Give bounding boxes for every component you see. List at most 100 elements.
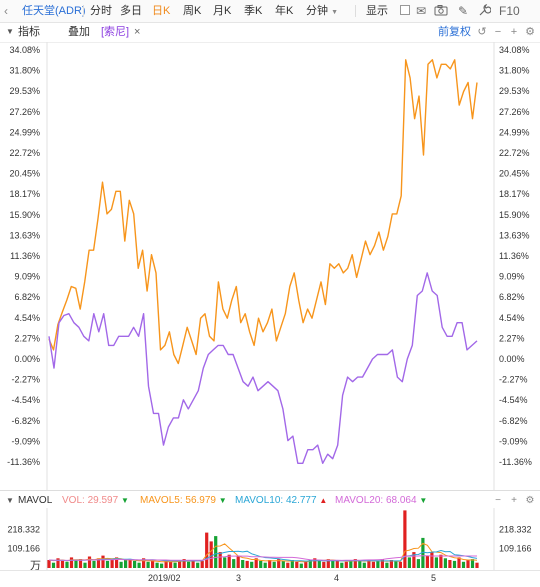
volume-bar xyxy=(272,561,276,568)
volume-bar xyxy=(470,559,475,568)
arrow-up-icon: ▲ xyxy=(319,496,328,505)
stock-title[interactable]: 任天堂(ADR) xyxy=(22,5,86,17)
x-tick-label: 3 xyxy=(236,573,242,583)
series-line-nintendo xyxy=(48,59,478,365)
volume-bar xyxy=(196,562,200,568)
y-tick-label: 20.45% xyxy=(499,169,530,179)
arrow-down-icon: ▼ xyxy=(419,496,428,505)
volume-bar xyxy=(78,559,83,568)
volume-bar xyxy=(304,560,308,568)
y-tick-label: 18.17% xyxy=(499,189,530,199)
y-axis-right: 34.08% 31.80% 29.53% 27.26% 24.99% 22.72% 20.4… xyxy=(499,45,532,467)
chevron-left-icon[interactable]: ‹ xyxy=(4,4,8,18)
remove-overlay-button[interactable]: × xyxy=(134,26,141,38)
volume-bar xyxy=(119,561,123,568)
volume-bar xyxy=(65,561,69,568)
wrench-icon[interactable] xyxy=(477,3,492,19)
y-tick-label: 13.63% xyxy=(9,230,40,240)
volume-bar xyxy=(142,558,146,568)
y-tick-label: 29.53% xyxy=(9,86,40,96)
volume-bar xyxy=(160,563,164,568)
y-tick-label: 11.36% xyxy=(10,251,40,261)
y-tick-label: -4.54% xyxy=(11,395,40,405)
volume-bar xyxy=(205,532,209,568)
caret-down-icon[interactable]: ▼ xyxy=(6,27,14,36)
volume-indicator-name[interactable]: MAVOL xyxy=(18,495,53,506)
overlay-button[interactable]: 叠加 xyxy=(68,26,90,38)
volume-bar xyxy=(169,561,173,568)
volume-bar xyxy=(182,559,186,568)
caret-down-icon[interactable]: ▼ xyxy=(6,496,14,505)
mavol10-value: MAVOL10: 42.777 ▲ xyxy=(235,495,328,506)
volume-y-tick-label: 109.166 xyxy=(499,544,532,554)
tab-quarterly-k[interactable]: 季K xyxy=(244,5,263,17)
tab-weekly-k[interactable]: 周K xyxy=(183,5,202,17)
tab-multi-day[interactable]: 多日 xyxy=(120,5,142,17)
volume-bar xyxy=(263,562,267,568)
indicator-button[interactable]: 指标 xyxy=(18,26,40,38)
y-tick-label: 27.26% xyxy=(9,107,40,117)
overlay-tag-sony[interactable]: [索尼] xyxy=(101,26,130,38)
plus-icon[interactable]: + xyxy=(510,26,518,38)
volume-y-axis: 218.332 218.332 109.166 109.166 xyxy=(7,524,531,553)
volume-bar xyxy=(416,559,420,568)
volume-bar xyxy=(295,561,299,568)
volume-bar xyxy=(87,556,92,568)
tab-monthly-k[interactable]: 月K xyxy=(213,5,232,17)
volume-bar xyxy=(434,557,438,568)
volume-bar xyxy=(308,560,312,568)
pencil-icon[interactable]: ✎ xyxy=(457,4,469,18)
y-tick-label: -9.09% xyxy=(11,436,40,446)
volume-bar xyxy=(461,561,466,568)
volume-bar xyxy=(200,560,204,568)
volume-bar xyxy=(353,559,357,568)
price-comparison-chart[interactable]: 34.08% 31.80% 29.53% 27.26% 24.99% 22.72% 20.4… xyxy=(0,42,540,490)
volume-bar xyxy=(60,560,65,568)
series-line-sony xyxy=(48,272,478,464)
volume-bar xyxy=(47,560,51,568)
volume-bar xyxy=(466,560,470,568)
y-tick-label: 22.72% xyxy=(9,148,40,158)
minus-icon[interactable]: − xyxy=(494,26,502,38)
y-tick-label: 24.99% xyxy=(9,127,40,137)
volume-bar xyxy=(218,552,222,568)
display-checkbox[interactable] xyxy=(400,5,410,15)
volume-bar xyxy=(430,552,434,568)
y-tick-label: 11.36% xyxy=(499,251,529,261)
volume-y-tick-label: 218.332 xyxy=(7,524,40,534)
volume-bar xyxy=(326,559,330,568)
volume-bar xyxy=(83,562,87,568)
volume-bars xyxy=(47,510,479,568)
volume-bar xyxy=(407,557,411,568)
y-tick-label: -2.27% xyxy=(11,375,40,385)
volume-legend-bar: ▼ MAVOL VOL: 29.597 ▼ MAVOL5: 56.979 ▼ M… xyxy=(0,490,540,509)
tab-intraday[interactable]: 分时 xyxy=(90,5,112,17)
tab-yearly-k[interactable]: 年K xyxy=(275,5,294,17)
y-tick-label: 9.09% xyxy=(499,272,525,282)
volume-chart[interactable]: 218.332 218.332 109.166 109.166 xyxy=(0,508,540,570)
volume-bar xyxy=(245,560,249,568)
indicator-bar: ▼ 指标 叠加 [索尼] × 前复权 ↺ − + ⚙ xyxy=(0,22,540,43)
volume-bar xyxy=(115,557,119,568)
volume-bar xyxy=(398,561,402,568)
plus-icon[interactable]: + xyxy=(511,495,517,506)
gear-icon[interactable]: ⚙ xyxy=(525,26,535,38)
y-tick-label: 27.26% xyxy=(499,107,530,117)
volume-bar xyxy=(358,560,362,568)
minus-icon[interactable]: − xyxy=(495,495,501,506)
tab-daily-k[interactable]: 日K xyxy=(152,5,171,17)
y-tick-label: 4.54% xyxy=(14,313,40,323)
gear-icon[interactable]: ⚙ xyxy=(525,495,535,506)
camera-icon[interactable] xyxy=(434,3,448,19)
volume-bar xyxy=(421,537,425,568)
y-tick-label: 20.45% xyxy=(9,169,40,179)
tab-minute[interactable]: 分钟 ▼ xyxy=(306,5,338,17)
forward-adjust-button[interactable]: 前复权 xyxy=(438,26,471,38)
volume-bar xyxy=(110,560,114,568)
volume-bar xyxy=(448,560,452,568)
volume-bar xyxy=(51,562,56,568)
undo-icon[interactable]: ↺ xyxy=(477,26,487,38)
vol-value: VOL: 29.597 ▼ xyxy=(62,495,129,506)
envelope-icon[interactable]: ✉ xyxy=(415,4,427,18)
f10-button[interactable]: F10 xyxy=(499,4,520,18)
